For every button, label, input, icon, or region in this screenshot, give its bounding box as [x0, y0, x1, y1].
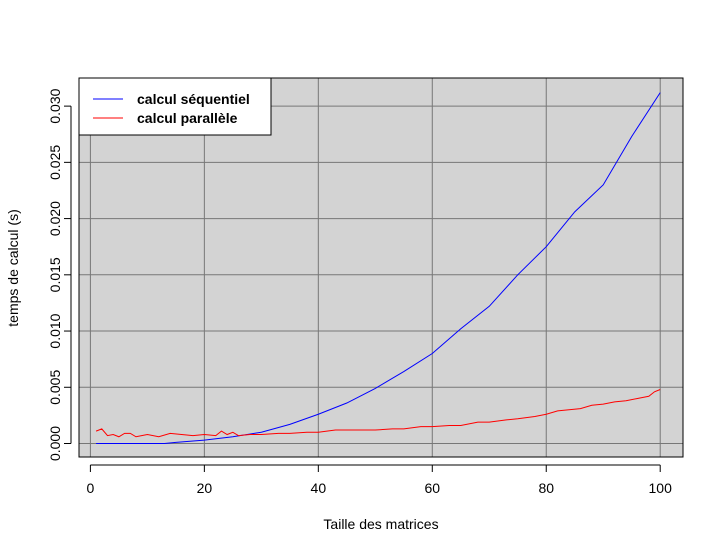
plot-border — [78, 77, 684, 458]
legend: calcul séquentiel calcul parallèle — [78, 77, 272, 136]
x-tick-label-2: 40 — [311, 480, 327, 496]
series-line-1 — [95, 389, 661, 438]
legend-label-parallel: calcul parallèle — [137, 110, 238, 126]
y-axis-label: temps de calcul (s) — [5, 209, 21, 326]
series-line-0 — [96, 92, 661, 444]
y-tick-label-5: 0.025 — [47, 145, 63, 180]
y-tick-label-1: 0.005 — [47, 370, 63, 405]
x-tick-label-5: 100 — [649, 480, 673, 496]
y-tick-label-2: 0.010 — [47, 313, 63, 348]
x-tick-label-3: 60 — [424, 480, 440, 496]
y-axis: 0.000 0.005 0.010 0.015 0.020 0.025 0.030 — [47, 88, 72, 461]
x-axis: 0 20 40 60 80 100 — [86, 464, 673, 496]
x-axis-label: Taille des matrices — [323, 516, 438, 532]
y-tick-label-3: 0.015 — [47, 257, 63, 292]
legend-label-sequential: calcul séquentiel — [137, 91, 250, 107]
x-tick-label-0: 0 — [86, 480, 94, 496]
x-tick-label-4: 80 — [538, 480, 554, 496]
x-tick-label-1: 20 — [197, 480, 213, 496]
y-tick-label-0: 0.000 — [47, 426, 63, 461]
series-layer — [95, 92, 661, 444]
y-tick-label-4: 0.020 — [47, 201, 63, 236]
grid-lines — [79, 78, 683, 457]
legend-box — [78, 77, 272, 136]
plot-background — [79, 78, 683, 457]
y-tick-label-6: 0.030 — [47, 88, 63, 123]
